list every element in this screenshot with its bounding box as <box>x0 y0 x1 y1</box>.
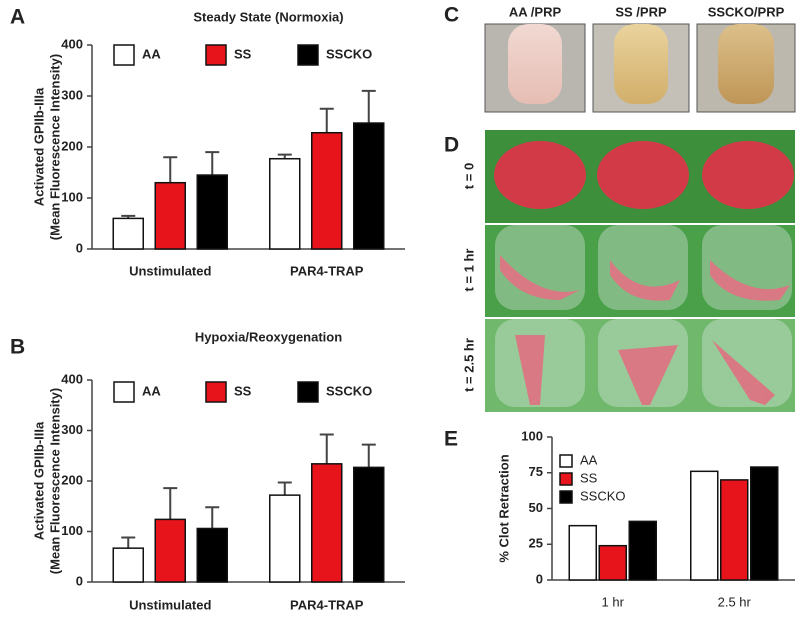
bar <box>750 466 779 581</box>
y-tick-label: 300 <box>61 87 83 102</box>
bar <box>720 479 749 581</box>
y-tick-label: 25 <box>529 536 543 551</box>
error-bar <box>163 487 178 520</box>
bar <box>154 181 186 250</box>
error-bar <box>319 107 334 133</box>
bar <box>353 466 385 583</box>
legend-swatch <box>297 44 319 66</box>
y-tick-label: 100 <box>61 523 83 538</box>
bar <box>196 174 228 250</box>
error-bar <box>205 506 220 529</box>
bar <box>112 217 144 250</box>
legend-label: AA <box>580 452 598 467</box>
panel-label: B <box>10 336 25 359</box>
legend-swatch <box>559 454 573 468</box>
photo-label: SSCKO/PRP <box>708 4 785 19</box>
bar <box>269 157 301 250</box>
legend-label: SSCKO <box>580 488 626 503</box>
error-bar <box>319 433 334 464</box>
y-axis-label: Activated GPIIb-IIIa <box>31 87 46 206</box>
photo-tubes <box>484 23 796 113</box>
y-tick-label: 0 <box>76 573 83 588</box>
legend-swatch <box>559 472 573 486</box>
y-tick-label: 100 <box>521 428 543 443</box>
legend-swatch <box>205 381 227 403</box>
bar <box>628 520 657 581</box>
y-tick-label: 400 <box>61 371 83 386</box>
y-axis-label: % Clot Retraction <box>496 454 511 562</box>
legend-swatch <box>559 490 573 504</box>
error-bar <box>163 156 178 183</box>
legend-label: SSCKO <box>326 46 372 61</box>
error-bar <box>361 443 376 468</box>
y-axis-label: Activated GPIIb-IIIa <box>31 421 46 540</box>
chart-title: Steady State (Normoxia) <box>193 9 343 24</box>
y-axis-label: (Mean Fluorescence Intensity) <box>47 388 62 574</box>
x-tick-label: 2.5 hr <box>718 594 752 609</box>
panel-label: D <box>444 134 459 157</box>
y-tick-label: 300 <box>61 422 83 437</box>
time-label: t = 1 hr <box>461 249 476 292</box>
x-tick-label: Unstimulated <box>129 597 211 612</box>
panel-label: E <box>444 428 458 451</box>
x-tick-label: 1 hr <box>602 594 625 609</box>
bar <box>154 518 186 583</box>
legend-label: SSCKO <box>326 383 372 398</box>
error-bar <box>277 481 292 496</box>
y-tick-label: 50 <box>529 500 543 515</box>
bar <box>598 544 627 581</box>
legend-label: AA <box>142 46 161 61</box>
legend-label: SS <box>234 383 252 398</box>
error-bar <box>361 89 376 124</box>
time-label: t = 2.5 hr <box>461 338 476 392</box>
bar <box>269 494 301 583</box>
bar <box>568 524 597 581</box>
chart-title: Hypoxia/Reoxygenation <box>195 329 342 344</box>
error-bar <box>205 151 220 176</box>
y-tick-label: 400 <box>61 36 83 51</box>
x-tick-label: PAR4-TRAP <box>290 263 364 278</box>
error-bar <box>121 536 136 549</box>
legend-swatch <box>205 44 227 66</box>
panel-label: C <box>444 4 459 27</box>
y-tick-label: 0 <box>536 571 543 586</box>
x-tick-label: PAR4-TRAP <box>290 597 364 612</box>
y-tick-label: 200 <box>61 138 83 153</box>
photo-label: SS /PRP <box>615 4 667 19</box>
bar <box>311 463 343 583</box>
y-tick-label: 100 <box>61 189 83 204</box>
y-tick-label: 0 <box>76 240 83 255</box>
legend-swatch <box>297 381 319 403</box>
bar <box>690 470 719 581</box>
bar <box>196 527 228 583</box>
legend-swatch <box>113 381 135 403</box>
legend-label: AA <box>142 383 161 398</box>
bar <box>112 547 144 583</box>
legend-label: SS <box>234 46 252 61</box>
y-tick-label: 200 <box>61 472 83 487</box>
bar <box>353 122 385 250</box>
y-tick-label: 75 <box>529 464 543 479</box>
panel-label: A <box>10 6 25 29</box>
time-label: t = 0 <box>461 163 476 189</box>
bar <box>311 131 343 250</box>
photo-label: AA /PRP <box>509 4 562 19</box>
photo-clots <box>485 130 795 412</box>
y-axis-label: (Mean Fluorescence Intensity) <box>47 54 62 240</box>
legend-swatch <box>113 44 135 66</box>
x-tick-label: Unstimulated <box>129 263 211 278</box>
legend-label: SS <box>580 470 598 485</box>
